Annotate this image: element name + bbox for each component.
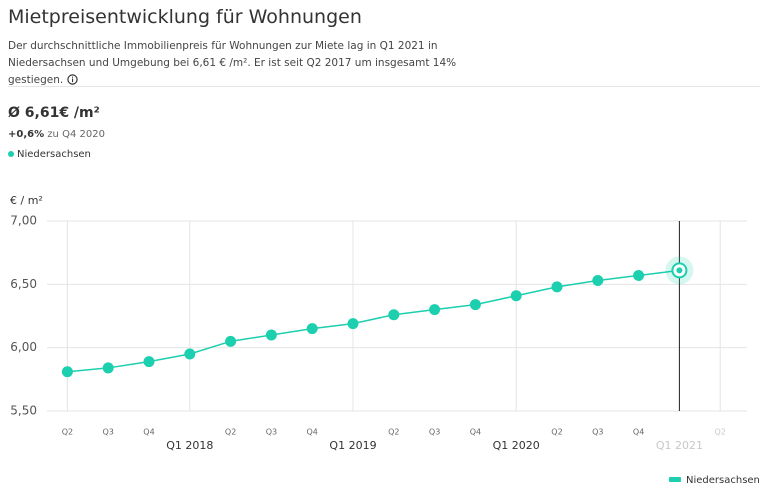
legend-dot: [8, 151, 14, 157]
x-tick-label: Q3: [592, 428, 603, 437]
y-tick-label: 6,50: [10, 277, 37, 291]
x-tick-label: Q2: [225, 428, 236, 437]
legend-top: Niedersachsen: [8, 149, 91, 160]
x-tick-label: Q1 2021: [656, 439, 703, 452]
point: [592, 275, 604, 287]
legend-label: Niedersachsen: [686, 475, 760, 486]
y-tick-label: 7,00: [10, 214, 37, 228]
x-tick-label: Q1 2018: [166, 439, 213, 452]
legend-swatch: [669, 477, 681, 482]
header: Mietpreisentwicklung für Wohnungen Der d…: [8, 0, 760, 160]
y-axis-label: € / m²: [10, 194, 43, 207]
point: [551, 281, 563, 293]
x-tick-label: Q2: [62, 428, 73, 437]
point: [469, 299, 481, 311]
x-tick-label: Q2: [551, 428, 562, 437]
x-tick-label: Q4: [307, 428, 318, 437]
change: +0,6% zu Q4 2020: [8, 129, 105, 140]
point: [184, 348, 196, 360]
divider: [8, 86, 760, 87]
point: [510, 290, 522, 302]
point: [388, 309, 400, 321]
point: [306, 323, 318, 335]
point: [225, 335, 237, 347]
point: [265, 329, 277, 341]
point: [633, 269, 645, 281]
y-tick-label: 6,00: [10, 340, 37, 354]
point-center: [676, 267, 683, 274]
change-value: +0,6%: [8, 129, 45, 140]
x-tick-label: Q4: [470, 428, 481, 437]
x-tick-label: Q1 2020: [493, 439, 540, 452]
x-tick-label: Q3: [429, 428, 440, 437]
change-note: zu Q4 2020: [47, 129, 105, 140]
x-tick-label: Q2: [715, 428, 726, 437]
subtitle: Der durchschnittliche Immobilienpreis fü…: [8, 38, 488, 89]
x-tick-label: Q2: [388, 428, 399, 437]
subtitle-text: Der durchschnittliche Immobilienpreis fü…: [8, 40, 457, 86]
x-tick-label: Q4: [633, 428, 644, 437]
point: [143, 356, 155, 368]
point: [429, 304, 441, 316]
title: Mietpreisentwicklung für Wohnungen: [8, 6, 362, 28]
line: [67, 269, 680, 373]
x-tick-label: Q4: [143, 428, 154, 437]
x-tick-label: Q3: [103, 428, 114, 437]
point: [61, 366, 73, 378]
headline: Ø 6,61€ /m²: [8, 105, 100, 121]
info-icon[interactable]: [66, 74, 78, 85]
legend-label: Niedersachsen: [17, 149, 91, 160]
y-tick-label: 5,50: [10, 404, 37, 418]
point: [102, 362, 114, 374]
x-tick-label: Q1 2019: [329, 439, 376, 452]
point: [347, 318, 359, 330]
x-tick-label: Q3: [266, 428, 277, 437]
